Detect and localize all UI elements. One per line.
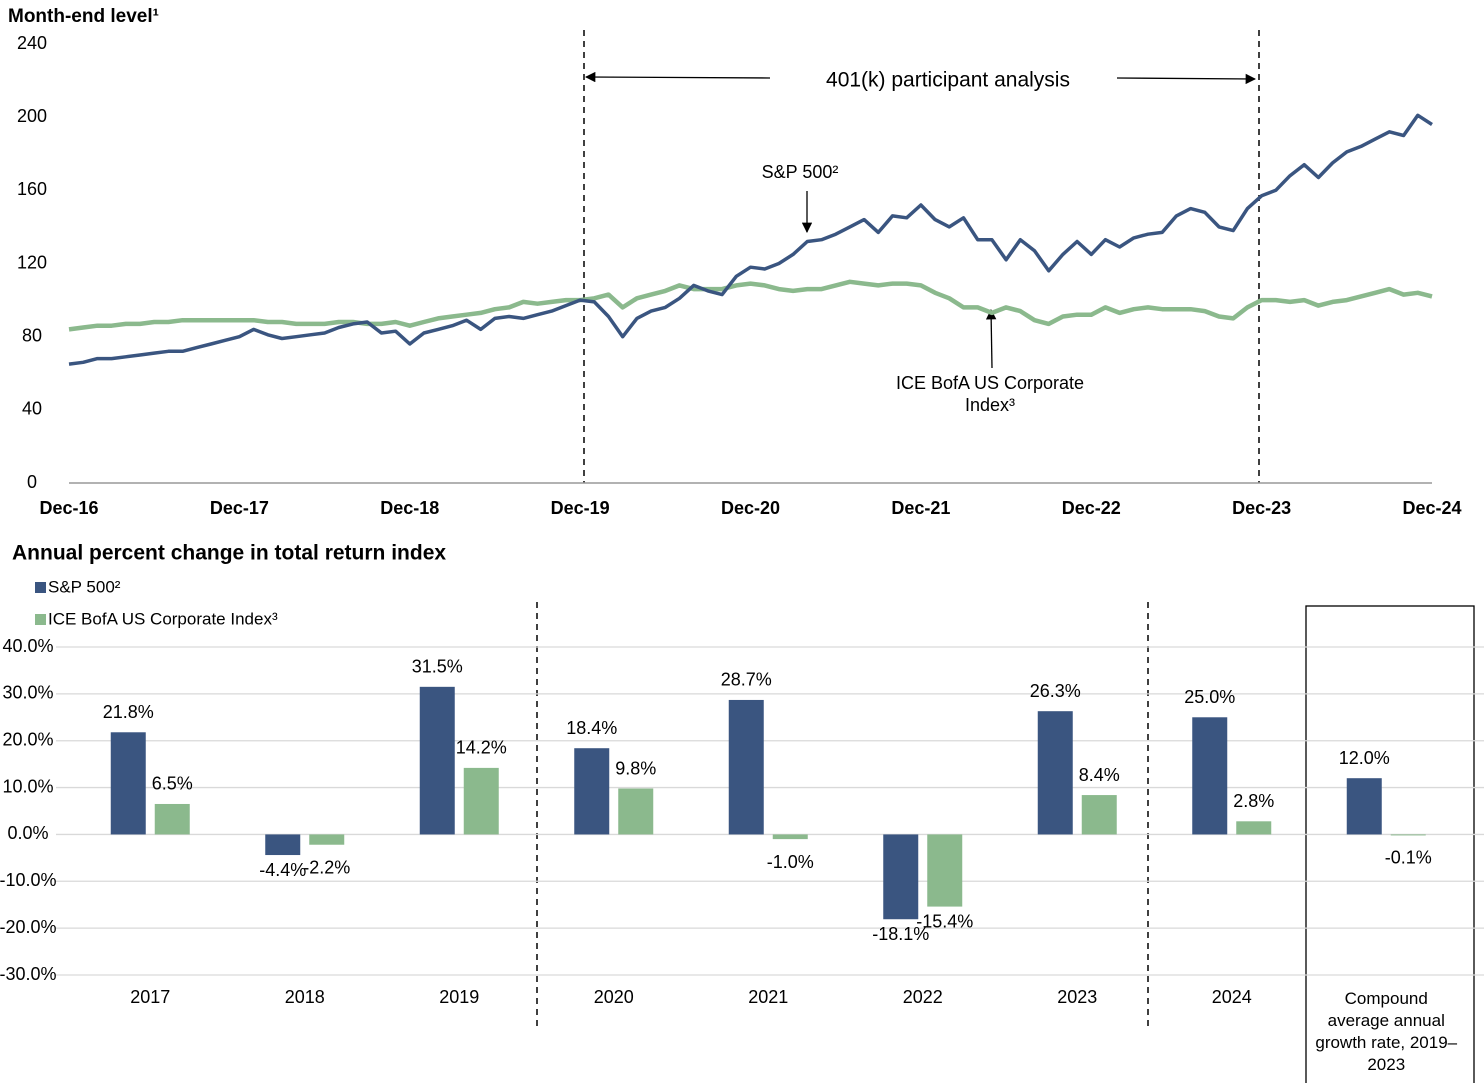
y-tick-label: 200: [17, 106, 47, 126]
x-tick-label: 2017: [130, 987, 170, 1007]
bar: [883, 834, 919, 920]
series-line: [68, 279, 1433, 332]
bar: [1037, 711, 1073, 835]
x-tick-label: Compound average annual growth rate, 201…: [1315, 989, 1458, 1074]
y-tick-label: 40.0%: [2, 636, 53, 656]
y-tick-label: 120: [17, 252, 47, 272]
data-label: 12.0%: [1339, 748, 1390, 768]
bar: [265, 834, 301, 856]
y-tick-label: 0.0%: [7, 823, 48, 843]
arrow: [584, 71, 771, 83]
data-label: 28.7%: [721, 670, 772, 690]
x-tick-label: Dec-19: [551, 498, 610, 518]
bar: [154, 803, 190, 835]
x-tick-label: Dec-18: [380, 498, 439, 518]
x-tick-label: Dec-22: [1062, 498, 1121, 518]
x-tick-label: 2018: [285, 987, 325, 1007]
arrow: [1116, 73, 1257, 85]
series-line: [68, 113, 1433, 366]
legend-swatch: [35, 614, 46, 625]
annotation: ICE BofA US Corporate Index³: [895, 373, 1085, 415]
x-tick-label: Dec-23: [1232, 498, 1291, 518]
legend-label: ICE BofA US Corporate Index³: [48, 609, 278, 628]
bar: [1081, 795, 1117, 835]
y-tick-label: 80: [22, 325, 42, 345]
data-label: -18.1%: [872, 924, 929, 944]
x-tick-label: 2021: [748, 987, 788, 1007]
y-tick-label: 10.0%: [2, 776, 53, 796]
y-axis-title: Month-end level¹: [8, 6, 159, 27]
annotation: 401(k) participant analysis: [826, 69, 1070, 92]
data-label: -4.4%: [259, 860, 306, 880]
bar: [1236, 821, 1272, 835]
data-label: 2.8%: [1233, 791, 1274, 811]
x-tick-label: Dec-20: [721, 498, 780, 518]
x-tick-label: Dec-21: [891, 498, 950, 518]
bar: [1390, 834, 1426, 836]
data-label: -0.1%: [1385, 848, 1432, 868]
data-label: 6.5%: [152, 774, 193, 794]
x-tick-label: 2019: [439, 987, 479, 1007]
bar: [927, 834, 963, 907]
data-label: 26.3%: [1030, 681, 1081, 701]
data-label: 31.5%: [412, 657, 463, 677]
data-label: -2.2%: [303, 857, 350, 877]
y-tick-label: 0: [27, 472, 37, 492]
data-label: -1.0%: [767, 852, 814, 872]
data-label: 8.4%: [1079, 765, 1120, 785]
data-label: 9.8%: [615, 758, 656, 778]
y-tick-label: -20.0%: [0, 917, 57, 937]
bar: [309, 834, 345, 845]
data-label: -15.4%: [916, 911, 973, 931]
data-label: 21.8%: [103, 702, 154, 722]
bar: [574, 748, 610, 835]
x-tick-label: Dec-16: [39, 498, 98, 518]
data-label: 14.2%: [456, 738, 507, 758]
y-tick-label: 30.0%: [2, 683, 53, 703]
chart-title: Annual percent change in total return in…: [12, 542, 446, 565]
bar: [463, 767, 499, 835]
bar: [419, 686, 455, 835]
data-label: 25.0%: [1184, 687, 1235, 707]
arrow: [985, 308, 997, 369]
bar: [1192, 717, 1228, 835]
bar: [1346, 778, 1382, 835]
y-tick-label: -30.0%: [0, 964, 57, 984]
x-tick-label: Dec-17: [210, 498, 269, 518]
bar: [772, 834, 808, 840]
x-tick-label: 2024: [1212, 987, 1252, 1007]
y-tick-label: 40: [22, 399, 42, 419]
legend-label: S&P 500²: [48, 577, 121, 596]
bar: [618, 788, 654, 835]
y-tick-label: -10.0%: [0, 870, 57, 890]
annotation: S&P 500²: [762, 162, 839, 182]
x-tick-label: Dec-24: [1402, 498, 1461, 518]
x-tick-label: 2023: [1057, 987, 1097, 1007]
y-tick-label: 20.0%: [2, 729, 53, 749]
bar: [728, 699, 764, 835]
y-tick-label: 240: [17, 33, 47, 53]
cagr-box: [1305, 605, 1475, 1083]
x-tick-label: 2022: [903, 987, 943, 1007]
data-label: 18.4%: [566, 718, 617, 738]
y-tick-label: 160: [17, 179, 47, 199]
bar: [110, 732, 146, 835]
legend-swatch: [35, 582, 46, 593]
x-tick-label: 2020: [594, 987, 634, 1007]
